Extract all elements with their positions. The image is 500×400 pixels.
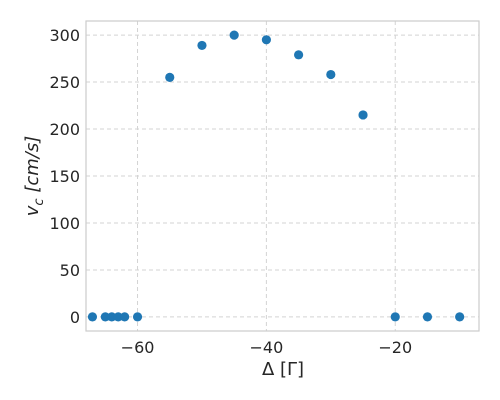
y-axis-label-main: v (22, 205, 43, 216)
x-tick-label: −40 (250, 338, 284, 357)
data-point (229, 30, 239, 40)
y-axis-ticks: 0 50 100 150 200 250 300 (49, 26, 80, 327)
data-point (132, 312, 143, 322)
plot-frame (85, 20, 480, 332)
data-point (197, 40, 207, 51)
data-point (107, 312, 117, 322)
x-axis-label: Δ [Γ] (262, 359, 304, 380)
y-tick-label: 0 (70, 308, 80, 327)
data-points (87, 30, 465, 322)
data-point (100, 312, 110, 322)
data-point (390, 312, 400, 322)
y-tick-label: 50 (60, 261, 80, 280)
y-tick-label: 150 (49, 167, 80, 186)
data-point (422, 312, 433, 322)
data-point (455, 312, 465, 322)
y-axis-label-unit: [cm/s] (22, 136, 43, 199)
x-axis-ticks: −60 −40 −20 (121, 338, 412, 357)
data-point (358, 110, 368, 120)
data-point (113, 312, 123, 322)
data-point (165, 72, 175, 82)
data-point (326, 69, 336, 80)
data-point (294, 50, 304, 60)
data-point (87, 312, 98, 322)
x-tick-label: −20 (378, 338, 412, 357)
data-point (120, 312, 130, 322)
y-axis-label: vc [cm/s] (22, 136, 47, 216)
data-point (261, 35, 271, 45)
grid (86, 21, 479, 331)
y-tick-label: 100 (49, 214, 80, 233)
y-tick-label: 300 (49, 26, 80, 45)
y-tick-label: 200 (49, 120, 80, 139)
y-tick-label: 250 (49, 73, 80, 92)
y-axis-label-subscript: c (32, 198, 47, 205)
x-tick-label: −60 (121, 338, 155, 357)
